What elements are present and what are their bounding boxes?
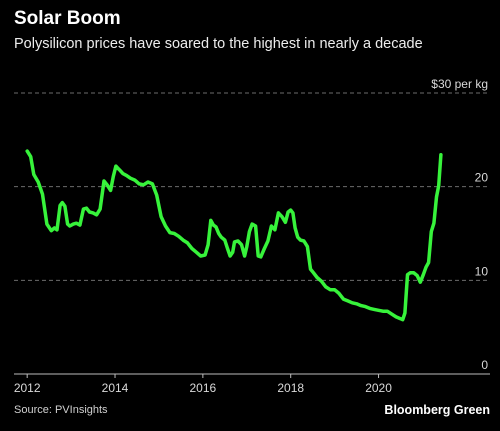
y-tick-label: 10	[475, 264, 489, 278]
x-tick-label: 2018	[277, 381, 304, 395]
x-tick-label: 2016	[190, 381, 217, 395]
y-tick-label: 0	[481, 358, 488, 372]
chart-subtitle: Polysilicon prices have soared to the hi…	[14, 36, 423, 52]
y-axis-ticks: 0 10 20 $30 per kg	[431, 77, 488, 372]
x-tick-label: 2020	[365, 381, 392, 395]
x-tick-label: 2012	[14, 381, 41, 395]
source-note: Source: PVInsights	[14, 404, 108, 416]
y-tick-label: 20	[475, 171, 489, 185]
x-tick-label: 2014	[102, 381, 129, 395]
x-axis-ticks: 2012 2014 2016 2018 2020	[14, 374, 392, 395]
grid-lines	[14, 92, 490, 375]
price-series-line	[25, 149, 443, 322]
series-group	[25, 149, 443, 322]
brand-logo: Bloomberg Green	[384, 403, 490, 417]
chart-title: Solar Boom	[14, 8, 121, 29]
y-tick-label: $30 per kg	[431, 77, 488, 91]
